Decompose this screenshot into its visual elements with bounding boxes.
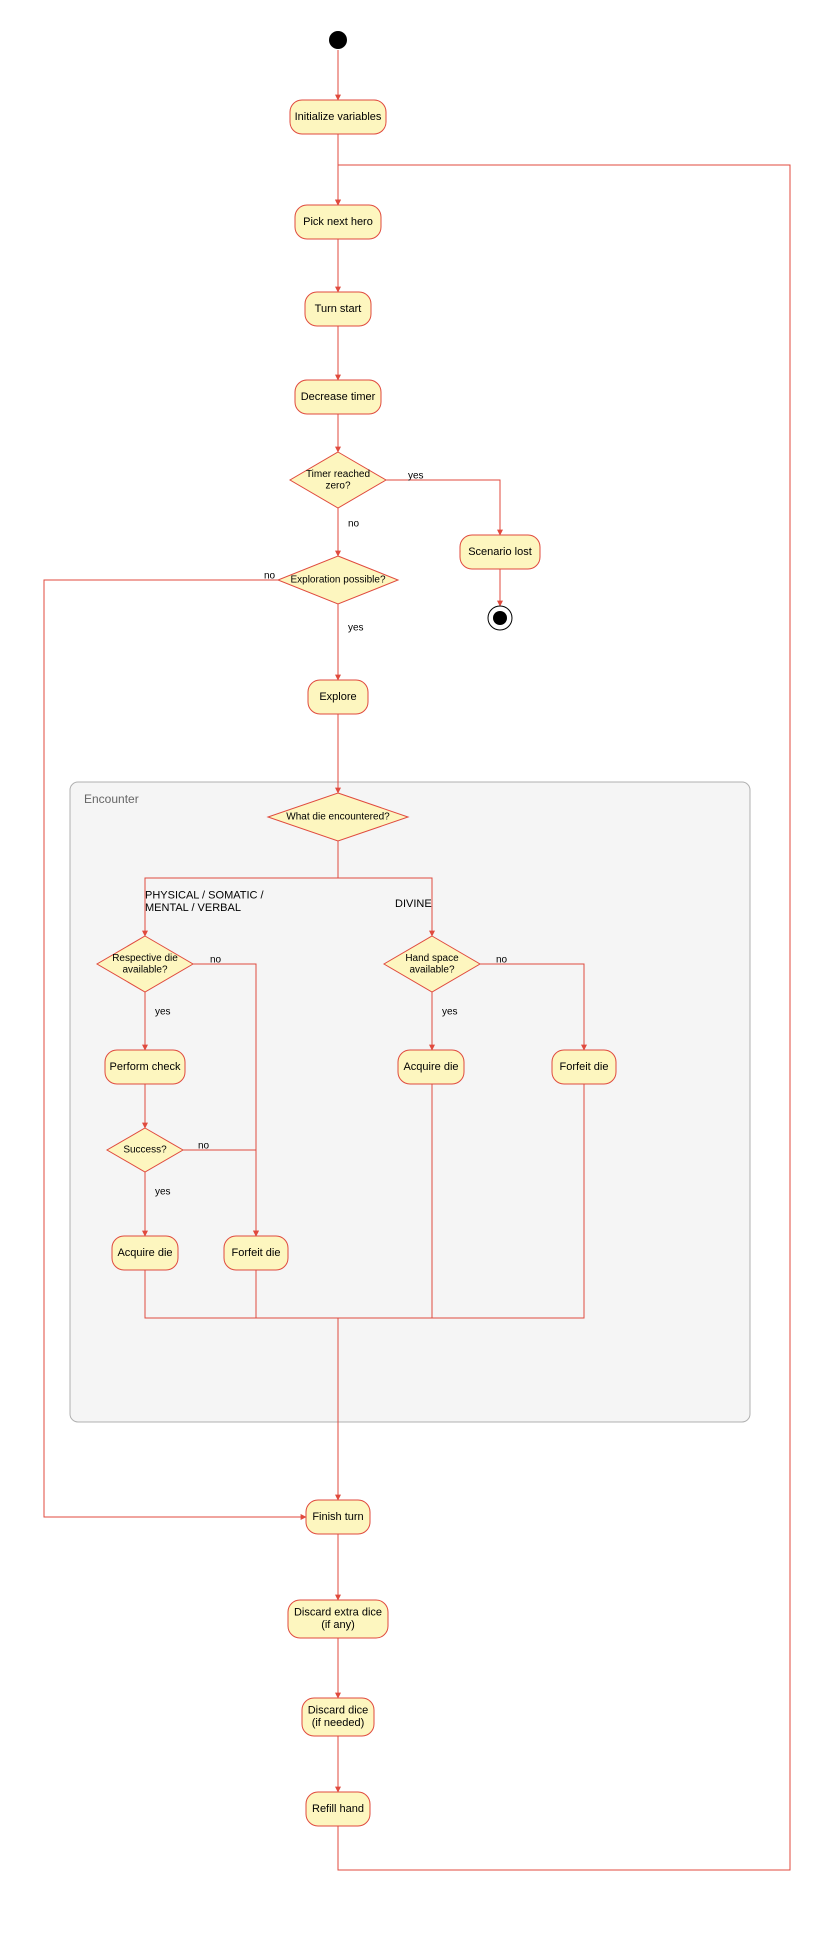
svg-text:no: no	[198, 1141, 210, 1152]
svg-text:Initialize variables: Initialize variables	[295, 111, 382, 123]
activity-diagram: Encounter yes no no yes yes no yes no yes no Initia…	[0, 0, 830, 1935]
svg-text:(if needed): (if needed)	[312, 1717, 365, 1729]
svg-text:Scenario lost: Scenario lost	[468, 546, 532, 558]
svg-text:Success?: Success?	[123, 1145, 167, 1156]
svg-text:Acquire die: Acquire die	[403, 1061, 458, 1073]
svg-text:Hand space: Hand space	[405, 953, 459, 964]
svg-text:yes: yes	[155, 1007, 171, 1018]
svg-text:Finish turn: Finish turn	[312, 1511, 363, 1523]
svg-text:Timer reached: Timer reached	[306, 469, 370, 480]
svg-text:Refill hand: Refill hand	[312, 1803, 364, 1815]
svg-text:no: no	[264, 571, 276, 582]
svg-text:Decrease timer: Decrease timer	[301, 391, 376, 403]
svg-text:Discard extra dice: Discard extra dice	[294, 1607, 382, 1619]
svg-text:Pick next hero: Pick next hero	[303, 216, 373, 228]
svg-text:What die encountered?: What die encountered?	[286, 812, 390, 823]
svg-text:Forfeit die: Forfeit die	[232, 1247, 281, 1259]
svg-text:Respective die: Respective die	[112, 953, 178, 964]
svg-text:no: no	[496, 955, 508, 966]
svg-text:MENTAL / VERBAL: MENTAL / VERBAL	[145, 902, 241, 914]
svg-text:zero?: zero?	[325, 480, 350, 491]
svg-text:(if any): (if any)	[321, 1619, 355, 1631]
svg-text:Turn start: Turn start	[315, 303, 362, 315]
svg-text:Forfeit die: Forfeit die	[560, 1061, 609, 1073]
svg-text:yes: yes	[442, 1007, 458, 1018]
svg-text:Explore: Explore	[319, 691, 356, 703]
svg-text:yes: yes	[155, 1187, 171, 1198]
svg-text:available?: available?	[409, 964, 454, 975]
svg-text:Perform check: Perform check	[110, 1061, 181, 1073]
svg-text:Encounter: Encounter	[84, 792, 139, 806]
svg-text:PHYSICAL / SOMATIC /: PHYSICAL / SOMATIC /	[145, 890, 265, 902]
svg-text:no: no	[348, 519, 360, 530]
svg-text:Acquire die: Acquire die	[117, 1247, 172, 1259]
svg-text:Discard dice: Discard dice	[308, 1705, 369, 1717]
svg-text:available?: available?	[122, 964, 167, 975]
svg-text:yes: yes	[408, 471, 424, 482]
svg-text:DIVINE: DIVINE	[395, 898, 432, 910]
svg-text:Exploration possible?: Exploration possible?	[290, 575, 385, 586]
svg-text:no: no	[210, 955, 222, 966]
svg-text:yes: yes	[348, 623, 364, 634]
